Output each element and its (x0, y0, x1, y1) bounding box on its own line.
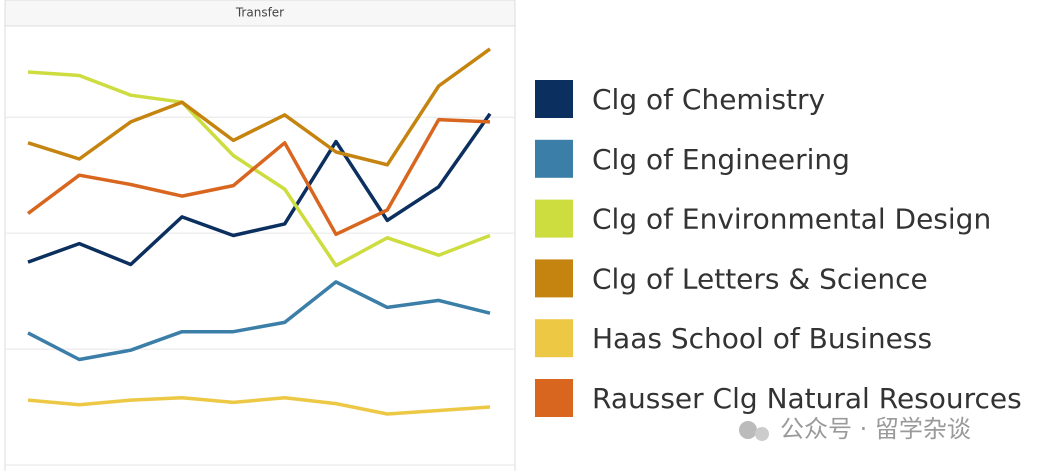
chart-title: Transfer (235, 6, 284, 20)
header-bar (4, 0, 516, 27)
legend-swatch (535, 139, 573, 178)
legend-label: Clg of Letters & Science (592, 262, 928, 295)
series-line (27, 112, 492, 267)
series-line (26, 117, 491, 237)
legend-label: Haas School of Business (592, 322, 932, 355)
legend-swatch (535, 80, 573, 118)
legend-label: Rausser Clg Natural Resources (592, 382, 1022, 415)
series-line (27, 70, 491, 268)
watermark: 公众号 · 留学杂谈 (780, 415, 971, 443)
legend-label: Clg of Environmental Design (592, 203, 991, 236)
legend-label: Clg of Chemistry (592, 83, 825, 116)
legend-swatch (535, 199, 573, 238)
legend-swatch (535, 379, 573, 417)
watermark-icon (739, 421, 757, 439)
legend-label: Clg of Engineering (592, 143, 850, 176)
watermark-icon (755, 427, 769, 441)
legend-swatch (535, 319, 573, 358)
series-line (27, 47, 492, 167)
series-line (27, 396, 491, 416)
legend-swatch (535, 259, 573, 298)
series-line (27, 280, 491, 362)
